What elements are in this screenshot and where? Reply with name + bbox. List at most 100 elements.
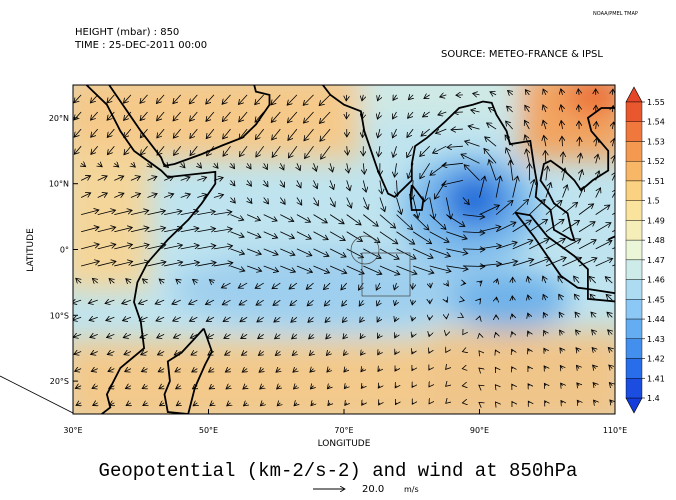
wind-arrow <box>612 172 615 181</box>
wind-arrow <box>408 95 413 100</box>
wind-arrow <box>263 231 278 238</box>
wind-arrow <box>327 369 330 373</box>
wind-arrow <box>379 265 400 275</box>
wind-arrow <box>193 403 197 406</box>
colorbar-tick-label: 1.52 <box>647 157 665 166</box>
wind-arrow <box>206 94 215 104</box>
wind-arrow <box>512 332 513 335</box>
wind-arrow <box>190 334 198 338</box>
wind-arrow <box>446 403 447 404</box>
wind-arrow <box>495 350 496 351</box>
wind-arrow <box>108 369 115 372</box>
wind-arrow <box>73 317 82 320</box>
wind-arrow <box>528 295 530 300</box>
wind-arrow <box>363 231 380 243</box>
wind-arrow <box>156 317 165 321</box>
wind-arrow <box>462 249 485 250</box>
coastline <box>607 235 615 241</box>
wind-arrow <box>107 351 115 354</box>
wind-arrow <box>362 94 363 101</box>
wind-arrow <box>309 334 314 339</box>
wind-arrow <box>394 163 396 177</box>
wind-arrow <box>239 145 248 156</box>
colorbar-cell <box>625 279 643 300</box>
wind-arrow <box>247 180 251 186</box>
wind-arrow <box>525 105 530 113</box>
wind-arrow <box>280 231 294 239</box>
wind-arrow <box>97 261 116 267</box>
x-tick-label: 70°E <box>334 426 353 435</box>
wind-arrow <box>74 145 82 154</box>
wind-arrow <box>544 366 546 369</box>
wind-arrow <box>180 262 200 267</box>
wind-arrow <box>429 197 434 220</box>
wind-arrow <box>157 111 165 121</box>
wind-arrow <box>408 163 414 178</box>
wind-arrow <box>507 106 513 113</box>
time-label: TIME : 25-DEC-2011 00:00 <box>74 40 207 51</box>
wind-arrow <box>206 111 215 121</box>
wind-arrow <box>543 294 546 301</box>
wind-arrow <box>429 386 430 387</box>
wind-arrow <box>495 242 517 250</box>
wind-arrow <box>163 194 174 198</box>
x-tick-label: 110°E <box>603 426 627 435</box>
wind-arrow <box>412 248 433 258</box>
wind-arrow <box>97 210 116 216</box>
wind-arrow <box>561 383 563 386</box>
wind-arrow <box>561 105 563 113</box>
wind-arrow <box>412 386 413 388</box>
wind-arrow <box>479 176 485 198</box>
wind-arrow <box>206 128 215 139</box>
wind-arrow <box>288 128 298 140</box>
wind-arrow <box>140 94 148 103</box>
wind-arrow <box>451 129 463 130</box>
wind-arrow <box>124 351 132 354</box>
wind-arrow <box>429 231 449 242</box>
x-tick-label: 90°E <box>470 426 489 435</box>
wind-arrow <box>420 145 430 156</box>
wind-arrow <box>378 146 380 156</box>
wind-arrow <box>324 299 331 306</box>
wind-arrow <box>612 138 614 147</box>
wind-arrow <box>359 299 363 306</box>
wind-arrow <box>208 351 215 355</box>
wind-arrow <box>363 248 381 259</box>
wind-arrow <box>157 334 165 338</box>
wind-arrow <box>313 248 329 256</box>
wind-arrow <box>575 312 579 317</box>
wind-arrow <box>239 300 248 305</box>
wind-arrow <box>276 369 280 373</box>
wind-arrow <box>90 94 99 103</box>
wind-arrow <box>122 317 132 320</box>
wind-arrow <box>412 214 429 230</box>
wind-arrow <box>529 258 550 267</box>
wind-arrow <box>74 94 82 103</box>
wind-arrow <box>407 145 414 157</box>
wind-arrow <box>306 282 314 289</box>
wind-arrow <box>180 177 190 180</box>
wind-arrow <box>174 351 181 354</box>
wind-arrow <box>173 94 182 104</box>
colorbar-cell <box>625 121 643 142</box>
wind-arrow <box>271 94 281 105</box>
wind-arrow <box>158 369 165 372</box>
wind-arrow <box>164 163 168 167</box>
wind-arrow <box>242 369 247 373</box>
wind-arrow <box>442 163 463 165</box>
wind-arrow <box>287 111 298 123</box>
wind-arrow <box>561 89 563 95</box>
wind-arrow <box>124 128 132 138</box>
wind-arrow <box>280 248 295 255</box>
wind-arrow <box>558 276 562 284</box>
wind-arrow <box>213 229 232 232</box>
wind-arrow <box>446 214 465 227</box>
wind-arrow <box>561 121 562 130</box>
wind-arrow <box>329 231 345 241</box>
wind-arrow <box>528 401 529 403</box>
wind-arrow <box>147 194 158 198</box>
wind-arrow <box>362 197 368 210</box>
wind-arrow <box>412 317 413 321</box>
wind-arrow <box>378 386 380 388</box>
wind-arrow <box>205 300 215 304</box>
